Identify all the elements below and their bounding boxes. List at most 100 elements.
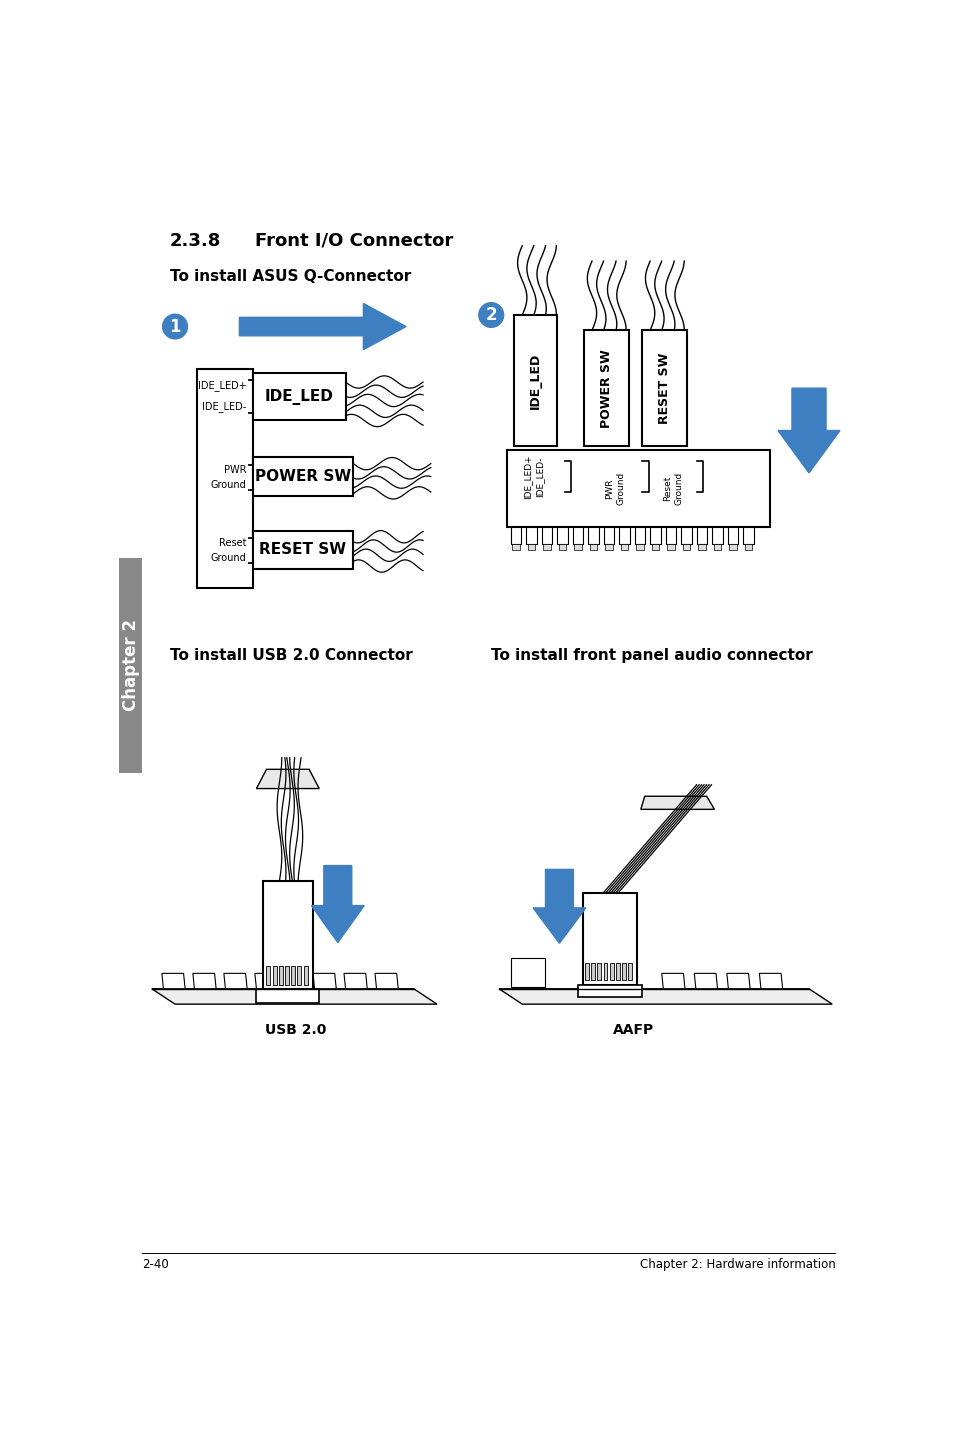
FancyBboxPatch shape [698,544,705,549]
FancyBboxPatch shape [512,544,519,549]
FancyBboxPatch shape [266,966,270,985]
FancyBboxPatch shape [584,963,588,981]
Polygon shape [239,303,406,349]
FancyBboxPatch shape [582,893,637,985]
Polygon shape [726,974,749,989]
FancyBboxPatch shape [297,966,301,985]
Polygon shape [224,974,247,989]
FancyBboxPatch shape [727,526,738,544]
FancyBboxPatch shape [557,526,567,544]
Text: RESET SW: RESET SW [259,542,346,558]
FancyBboxPatch shape [597,963,600,981]
Text: IDE_LED-: IDE_LED- [202,401,246,413]
FancyBboxPatch shape [119,558,142,774]
Text: 1: 1 [169,318,181,335]
FancyBboxPatch shape [620,544,628,549]
FancyBboxPatch shape [583,331,629,446]
FancyBboxPatch shape [713,544,720,549]
FancyBboxPatch shape [603,963,607,981]
FancyBboxPatch shape [510,958,545,988]
FancyBboxPatch shape [196,370,253,588]
Text: 2.3.8: 2.3.8 [170,232,221,250]
Text: PWR: PWR [224,464,246,475]
FancyBboxPatch shape [514,315,557,446]
FancyBboxPatch shape [628,963,632,981]
Text: RESET SW: RESET SW [658,352,671,424]
FancyBboxPatch shape [682,544,690,549]
FancyBboxPatch shape [636,544,643,549]
FancyBboxPatch shape [666,544,674,549]
FancyBboxPatch shape [256,989,319,1002]
FancyBboxPatch shape [589,544,597,549]
Polygon shape [533,870,585,943]
FancyBboxPatch shape [253,372,345,420]
Circle shape [478,302,503,328]
Text: IDE_LED: IDE_LED [264,388,334,404]
Text: To install ASUS Q-Connector: To install ASUS Q-Connector [170,269,411,283]
FancyBboxPatch shape [742,526,753,544]
FancyBboxPatch shape [291,966,294,985]
Text: PWR
Ground: PWR Ground [604,472,625,505]
FancyBboxPatch shape [728,544,736,549]
Polygon shape [375,974,397,989]
Text: POWER SW: POWER SW [254,469,351,485]
Text: 2: 2 [485,306,497,324]
FancyBboxPatch shape [578,985,641,997]
FancyBboxPatch shape [609,963,613,981]
FancyBboxPatch shape [604,544,612,549]
Polygon shape [778,388,840,473]
FancyBboxPatch shape [285,966,289,985]
Polygon shape [162,974,185,989]
Text: USB 2.0: USB 2.0 [265,1024,326,1037]
FancyBboxPatch shape [510,526,521,544]
FancyBboxPatch shape [616,963,619,981]
Text: 2-40: 2-40 [142,1258,169,1271]
Text: To install USB 2.0 Connector: To install USB 2.0 Connector [170,647,412,663]
Text: IDE_LED: IDE_LED [529,352,541,408]
FancyBboxPatch shape [541,526,552,544]
FancyBboxPatch shape [680,526,691,544]
Polygon shape [498,989,831,1004]
Circle shape [162,315,187,339]
Polygon shape [152,989,436,1004]
FancyBboxPatch shape [641,331,686,446]
FancyBboxPatch shape [278,966,282,985]
Text: Front I/O Connector: Front I/O Connector [254,232,453,250]
FancyBboxPatch shape [574,544,581,549]
FancyBboxPatch shape [696,526,707,544]
Text: Ground: Ground [211,480,246,490]
FancyBboxPatch shape [273,966,276,985]
Polygon shape [640,797,714,810]
Polygon shape [344,974,367,989]
FancyBboxPatch shape [621,963,625,981]
Text: To install front panel audio connector: To install front panel audio connector [491,647,812,663]
Text: POWER SW: POWER SW [599,349,613,427]
FancyBboxPatch shape [603,526,614,544]
Text: Ground: Ground [211,554,246,564]
Text: Reset: Reset [218,538,246,548]
FancyBboxPatch shape [649,526,660,544]
FancyBboxPatch shape [558,544,566,549]
FancyBboxPatch shape [634,526,645,544]
FancyBboxPatch shape [525,526,537,544]
FancyBboxPatch shape [527,544,535,549]
FancyBboxPatch shape [591,963,595,981]
FancyBboxPatch shape [253,457,353,496]
Polygon shape [313,974,335,989]
Text: Reset
Ground: Reset Ground [662,472,683,505]
FancyBboxPatch shape [711,526,722,544]
Polygon shape [254,974,278,989]
FancyBboxPatch shape [253,531,353,569]
FancyBboxPatch shape [587,526,598,544]
Text: Chapter 2: Hardware information: Chapter 2: Hardware information [639,1258,835,1271]
FancyBboxPatch shape [303,966,307,985]
FancyBboxPatch shape [744,544,752,549]
Polygon shape [694,974,717,989]
Text: IDE_LED+
IDE_LED-: IDE_LED+ IDE_LED- [523,454,544,499]
Text: AAFP: AAFP [612,1024,653,1037]
Polygon shape [256,769,319,788]
Polygon shape [193,974,216,989]
FancyBboxPatch shape [665,526,676,544]
Text: Chapter 2: Chapter 2 [122,620,140,712]
FancyBboxPatch shape [618,526,629,544]
